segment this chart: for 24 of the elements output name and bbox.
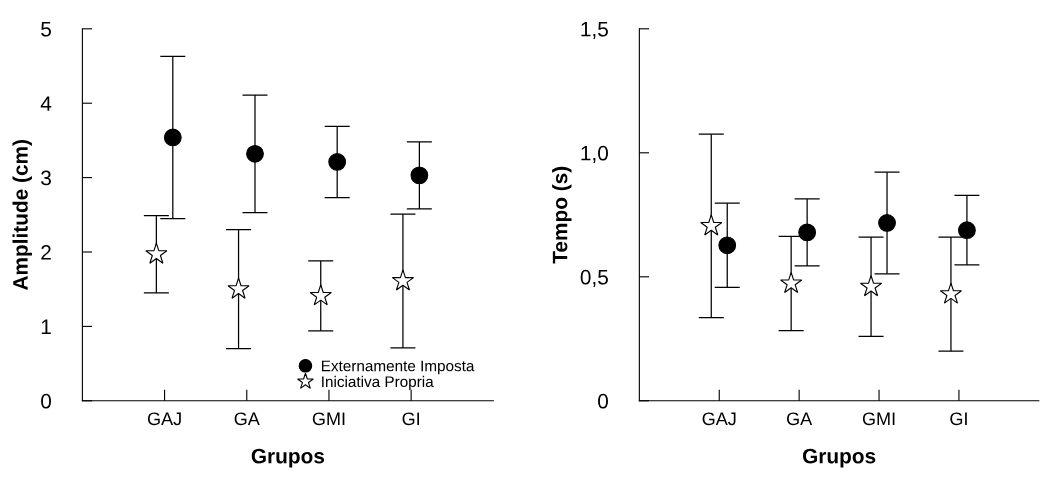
x-tick-label: GI (950, 412, 967, 426)
legend-label: Iniciativa Propria (322, 375, 434, 391)
x-tick-label: GMI (312, 412, 345, 426)
y-tick-label: 3 (41, 170, 51, 186)
y-tick-label: 0,5 (580, 269, 608, 288)
x-tick-label: GAJ (147, 412, 181, 426)
x-tick-label: GMI (862, 412, 895, 426)
y-tick-label: 5 (41, 22, 51, 37)
x-tick-label: GI (402, 412, 420, 426)
x-tick-label: GA (787, 412, 813, 426)
legend-label: Externamente Imposta (321, 360, 475, 375)
y-tick-label: 2 (41, 245, 51, 260)
y-tick-label: 0 (598, 393, 608, 409)
x-axis-title: Grupos (251, 448, 325, 468)
x-tick-label: GA (234, 412, 260, 426)
y-axis-title: Tempo (s) (552, 166, 572, 264)
x-tick-label: GAJ (702, 412, 736, 426)
y-tick-label: 1,5 (581, 22, 608, 40)
y-axis-title: Amplitude (cm) (12, 140, 32, 291)
y-tick-label: 4 (40, 96, 52, 111)
y-tick-label: 1 (41, 319, 51, 334)
y-tick-label: 1,0 (581, 145, 608, 164)
y-tick-label: 0 (41, 393, 52, 409)
x-axis-title: Grupos (802, 448, 876, 468)
